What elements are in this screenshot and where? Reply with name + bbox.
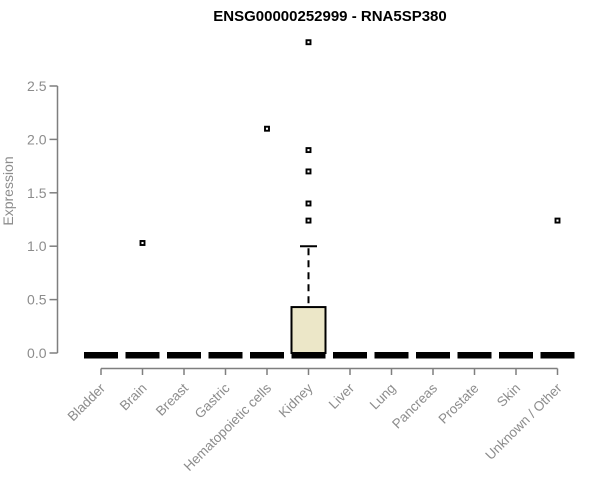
median-bar-kidney bbox=[291, 352, 326, 359]
x-tick-label-lung: Lung bbox=[367, 381, 399, 413]
x-tick-label-liver: Liver bbox=[326, 380, 358, 412]
x-tick-label-breast: Breast bbox=[153, 380, 191, 418]
x-tick-label-brain: Brain bbox=[117, 381, 150, 414]
outlier-point-kidney bbox=[305, 200, 312, 207]
y-tick-label: 2.5 bbox=[27, 78, 47, 94]
outlier-point-unknown-other bbox=[554, 217, 561, 224]
y-axis-label: Expression bbox=[0, 156, 16, 225]
median-bar-gastric bbox=[208, 352, 243, 359]
x-tick-label-skin: Skin bbox=[494, 381, 523, 410]
y-tick-label: 1.5 bbox=[27, 185, 47, 201]
chart-title: ENSG00000252999 - RNA5SP380 bbox=[213, 8, 446, 25]
x-tick-label-unknown-other: Unknown / Other bbox=[482, 380, 565, 463]
outlier-point-kidney bbox=[305, 217, 312, 224]
median-bar-unknown-other bbox=[540, 352, 575, 359]
outlier-point-hematopoietic-cells bbox=[264, 125, 270, 132]
outlier-point-kidney bbox=[305, 39, 312, 46]
outlier-point-brain bbox=[139, 240, 146, 246]
y-tick-label: 0.0 bbox=[27, 345, 47, 361]
median-bar-skin bbox=[499, 352, 533, 359]
median-bar-breast bbox=[167, 352, 201, 359]
outlier-point-kidney bbox=[305, 168, 312, 175]
median-bar-lung bbox=[374, 352, 409, 359]
y-tick-label: 2.0 bbox=[27, 131, 47, 147]
outlier-point-kidney bbox=[305, 147, 312, 154]
x-tick-label-bladder: Bladder bbox=[65, 380, 109, 424]
y-tick-label: 0.5 bbox=[27, 292, 47, 308]
x-tick-label-pancreas: Pancreas bbox=[389, 380, 440, 431]
plot-area: 0.0 0.5 1.0 1.5 2.0 2.5 Bladder Brain Breast Gast… bbox=[27, 39, 575, 474]
median-bar-prostate bbox=[457, 352, 492, 359]
median-bar-liver bbox=[333, 352, 367, 359]
x-tick-label-kidney: Kidney bbox=[276, 380, 316, 420]
x-tick-label-prostate: Prostate bbox=[435, 381, 481, 427]
median-bar-bladder bbox=[84, 352, 118, 359]
box-kidney bbox=[290, 306, 327, 354]
median-bar-pancreas bbox=[416, 352, 450, 359]
y-tick-label: 1.0 bbox=[27, 238, 47, 254]
x-tick-label-gastric: Gastric bbox=[192, 380, 233, 421]
median-bar-hematopoietic-cells bbox=[250, 352, 284, 359]
median-bar-brain bbox=[125, 352, 160, 359]
